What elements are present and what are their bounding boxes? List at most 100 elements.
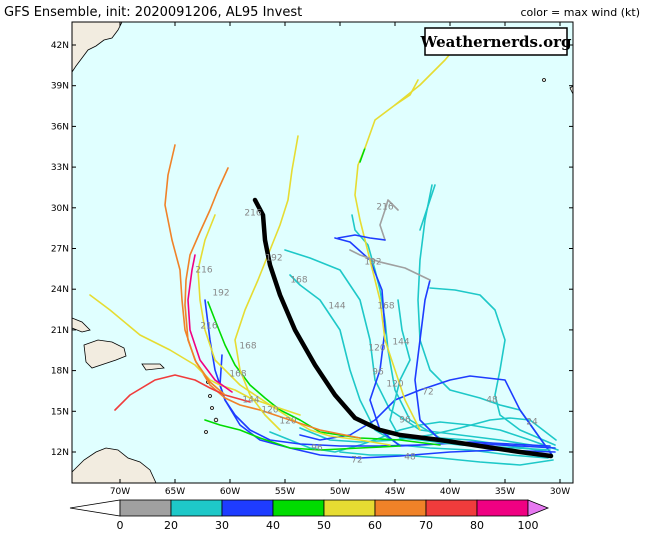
hour-label: 48 — [486, 396, 498, 406]
track — [354, 147, 421, 431]
hour-label: 168 — [377, 302, 394, 312]
hour-label: 192 — [364, 258, 381, 268]
hispaniola — [83, 339, 127, 369]
track — [284, 249, 551, 449]
colorbar-label: 40 — [266, 519, 280, 532]
lon-label: 30W — [550, 487, 570, 497]
lon-label: 65W — [165, 487, 185, 497]
lat-label: 18N — [51, 367, 69, 377]
track — [269, 421, 559, 453]
hour-label: 144 — [392, 338, 409, 348]
map-title: GFS Ensemble, init: 2020091206, AL95 Inv… — [4, 5, 302, 20]
track — [419, 184, 436, 231]
tracks — [89, 41, 559, 466]
watermark: Weathernerds.org — [419, 33, 572, 51]
lat-label: 42N — [51, 41, 69, 51]
colorbar-label: 70 — [419, 519, 433, 532]
track — [184, 167, 229, 396]
hour-label: 168 — [290, 276, 307, 286]
island — [204, 430, 208, 434]
colorbar-segment — [119, 499, 172, 517]
colorbar-segment — [272, 499, 325, 517]
island — [208, 394, 212, 398]
map-frame — [71, 21, 574, 484]
watermark-box — [424, 27, 568, 56]
lon-label: 35W — [495, 487, 515, 497]
hour-label: 216 — [244, 209, 261, 219]
lat-label: 36N — [51, 122, 69, 132]
track — [414, 279, 556, 449]
track — [379, 199, 399, 241]
island — [210, 406, 214, 410]
lon-label: 45W — [385, 487, 405, 497]
colorbar-label: 100 — [518, 519, 539, 532]
hour-label: 72 — [351, 456, 362, 466]
hour-label: 168 — [229, 370, 246, 380]
lat-label: 15N — [51, 407, 69, 417]
hour-label: 216 — [195, 266, 212, 276]
track — [204, 419, 401, 451]
track — [89, 294, 301, 416]
colorbar-segment — [425, 499, 478, 517]
lat-label: 39N — [51, 82, 69, 92]
lat-label: 21N — [51, 326, 69, 336]
hour-label: 168 — [239, 342, 256, 352]
colorbar-label: 20 — [164, 519, 178, 532]
puerto-rico — [141, 363, 165, 371]
colorbar-segment — [170, 499, 223, 517]
hour-label: 120 — [386, 380, 403, 390]
hour-label: 24 — [526, 418, 538, 428]
colorbar-label: 60 — [368, 519, 382, 532]
hour-label: 144 — [328, 302, 345, 312]
lat-label: 27N — [51, 245, 69, 255]
track — [299, 417, 557, 443]
lon-label: 40W — [440, 487, 460, 497]
lon-label: 50W — [330, 487, 350, 497]
colorbar-segment — [69, 499, 121, 517]
track — [187, 254, 233, 393]
colorbar-segment — [221, 499, 274, 517]
island — [213, 417, 219, 423]
hour-label: 216 — [376, 203, 393, 213]
ensemble-mean-track — [252, 197, 554, 459]
track — [337, 234, 386, 241]
colorbar-label: 80 — [470, 519, 484, 532]
colorbar-label: 30 — [215, 519, 229, 532]
track — [339, 451, 554, 466]
track — [197, 214, 391, 446]
island — [542, 78, 546, 82]
colorbar-labels: 0 20 30 40 50 60 70 80 100 — [117, 519, 539, 532]
hour-labels: 216 192 168 144 216 192 168 144 120 96 1… — [195, 203, 538, 466]
hour-label: 96 — [399, 416, 411, 426]
hour-label: 72 — [422, 388, 433, 398]
hour-label: 192 — [265, 254, 282, 264]
lat-label: 33N — [51, 163, 69, 173]
colorbar — [69, 499, 550, 517]
hour-label: 120 — [368, 344, 385, 354]
track — [234, 135, 299, 431]
lat-label: 12N — [51, 448, 69, 458]
colorbar-segment — [476, 499, 529, 517]
track — [359, 147, 366, 163]
lat-label: 24N — [51, 285, 69, 295]
lon-label: 70W — [110, 487, 130, 497]
colorbar-label: 0 — [117, 519, 124, 532]
colorbar-segment — [374, 499, 427, 517]
hour-label: 96 — [311, 444, 323, 454]
track — [417, 184, 553, 456]
colorbar-label: 50 — [317, 519, 331, 532]
colorbar-segment — [527, 499, 550, 517]
lon-label: 60W — [220, 487, 240, 497]
track — [207, 301, 441, 446]
colorbar-segment — [323, 499, 376, 517]
north-america — [71, 21, 123, 74]
hour-label: 120 — [279, 417, 296, 427]
lat-label: 30N — [51, 204, 69, 214]
hour-label: 144 — [242, 396, 259, 406]
hour-label: 120 — [261, 406, 278, 416]
hour-label: 96 — [372, 368, 384, 378]
hour-label: 192 — [212, 289, 229, 299]
axes: 42N 39N 36N 33N 30N 27N 24N 21N 18N 15N 12N 70W 65W 6… — [51, 22, 573, 497]
